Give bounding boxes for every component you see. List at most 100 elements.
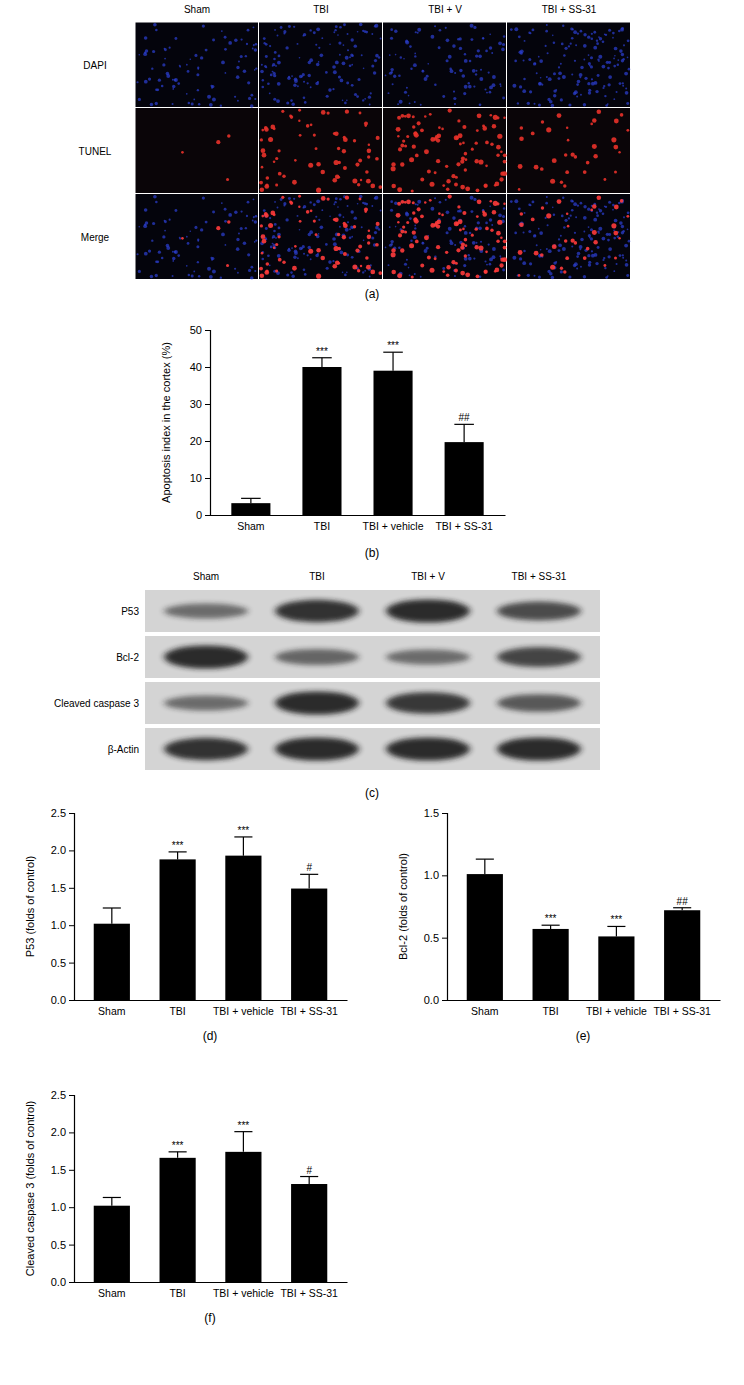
nucleus-dot	[573, 264, 576, 267]
nucleus-dot	[136, 253, 138, 255]
nucleus-dot	[177, 82, 180, 85]
nucleus-dot	[158, 251, 161, 254]
nucleus-dot	[472, 69, 476, 73]
nucleus-dot	[568, 275, 571, 278]
tunel-dot	[495, 182, 500, 187]
nucleus-dot	[337, 34, 339, 36]
tunel-dot	[278, 258, 282, 262]
tunel-dot	[518, 164, 523, 169]
nucleus-dot	[417, 28, 421, 32]
tunel-dot	[459, 142, 462, 145]
error-stem	[243, 837, 244, 856]
nucleus-dot	[221, 61, 225, 65]
nucleus-dot	[285, 218, 288, 221]
nucleus-dot	[612, 209, 614, 211]
nucleus-dot	[499, 83, 501, 85]
error-cap	[241, 498, 261, 499]
tunel-dot	[460, 271, 465, 276]
plot-area	[94, 1132, 328, 1282]
y-tick-mark	[442, 938, 447, 939]
nucleus-dot	[590, 65, 593, 68]
tunel-dot	[261, 166, 264, 169]
tunel-dot	[461, 242, 465, 246]
nucleus-dot	[303, 33, 306, 36]
tunel-dot	[451, 260, 455, 264]
nucleus-dot	[448, 55, 452, 59]
nucleus-dot	[589, 237, 591, 239]
tunel-dot	[476, 189, 480, 193]
nucleus-dot	[558, 243, 562, 247]
nucleus-dot	[570, 43, 572, 45]
y-tick-mark	[69, 888, 74, 889]
nucleus-dot	[614, 55, 616, 57]
tunel-dot	[446, 187, 450, 191]
nucleus-dot	[618, 30, 621, 33]
nucleus-dot	[627, 228, 629, 230]
nucleus-dot	[400, 56, 402, 58]
nucleus-dot	[625, 263, 629, 267]
nucleus-dot	[151, 239, 153, 241]
nucleus-dot	[320, 53, 324, 57]
tunel-dot	[497, 134, 502, 139]
nucleus-dot	[583, 33, 586, 36]
y-tick-label: 40	[190, 361, 202, 373]
error-cap	[454, 424, 474, 425]
tunel-dot	[409, 157, 414, 162]
tunel-dot	[181, 237, 184, 240]
nucleus-dot	[238, 61, 240, 63]
tunel-dot	[518, 250, 523, 255]
tunel-dot	[462, 142, 465, 145]
nucleus-dot	[254, 220, 257, 223]
tunel-dot	[438, 212, 441, 215]
nucleus-dot	[270, 74, 273, 77]
blot-band	[497, 737, 581, 760]
significance-label: ##	[677, 896, 689, 907]
nucleus-dot	[186, 93, 188, 95]
tunel-dot	[292, 180, 297, 185]
nucleus-dot	[596, 42, 599, 45]
nucleus-dot	[573, 30, 577, 34]
y-tick-mark	[69, 925, 74, 926]
nucleus-dot	[486, 92, 488, 94]
tunel-dot	[503, 202, 505, 204]
nucleus-dot	[545, 30, 548, 33]
nucleus-dot	[597, 74, 600, 77]
tunel-dot	[454, 221, 459, 226]
tunel-dot	[227, 220, 230, 223]
nucleus-dot	[473, 257, 475, 259]
nucleus-dot	[250, 276, 254, 280]
x-tick-label: TBI + vehicle	[213, 1287, 274, 1299]
nucleus-dot	[198, 275, 200, 277]
tunel-dot	[264, 212, 268, 216]
nucleus-dot	[332, 237, 336, 241]
nucleus-dot	[186, 236, 188, 238]
nucleus-dot	[502, 215, 505, 218]
figure: ShamTBITBI + VTBI + SS-31DAPITUNELMerge(…	[0, 0, 744, 1385]
nucleus-dot	[409, 274, 411, 276]
nucleus-dot	[430, 35, 434, 39]
nucleus-dot	[390, 200, 393, 203]
y-tick-mark	[69, 1245, 74, 1246]
nucleus-dot	[363, 240, 365, 242]
tunel-dot	[290, 115, 294, 119]
nucleus-dot	[607, 275, 609, 277]
x-tick-label: TBI + SS-31	[435, 520, 493, 532]
nucleus-dot	[277, 207, 279, 209]
nucleus-dot	[488, 243, 490, 245]
tunel-dot	[566, 126, 569, 129]
nucleus-dot	[321, 209, 323, 211]
nucleus-dot	[278, 55, 281, 58]
nucleus-dot	[255, 43, 258, 46]
bar-chart: ******#0.00.51.01.52.02.5ShamTBITBI + ve…	[24, 1089, 348, 1299]
nucleus-dot	[207, 267, 211, 271]
nucleus-dot	[575, 44, 577, 46]
nucleus-dot	[197, 89, 199, 91]
nucleus-dot	[191, 274, 194, 277]
nucleus-dot	[342, 272, 344, 274]
tunel-dot	[273, 127, 276, 130]
nucleus-dot	[250, 266, 253, 269]
nucleus-dot	[172, 257, 175, 260]
nucleus-dot	[568, 217, 570, 219]
grid-frame	[135, 22, 631, 280]
tunel-dot	[534, 165, 539, 170]
